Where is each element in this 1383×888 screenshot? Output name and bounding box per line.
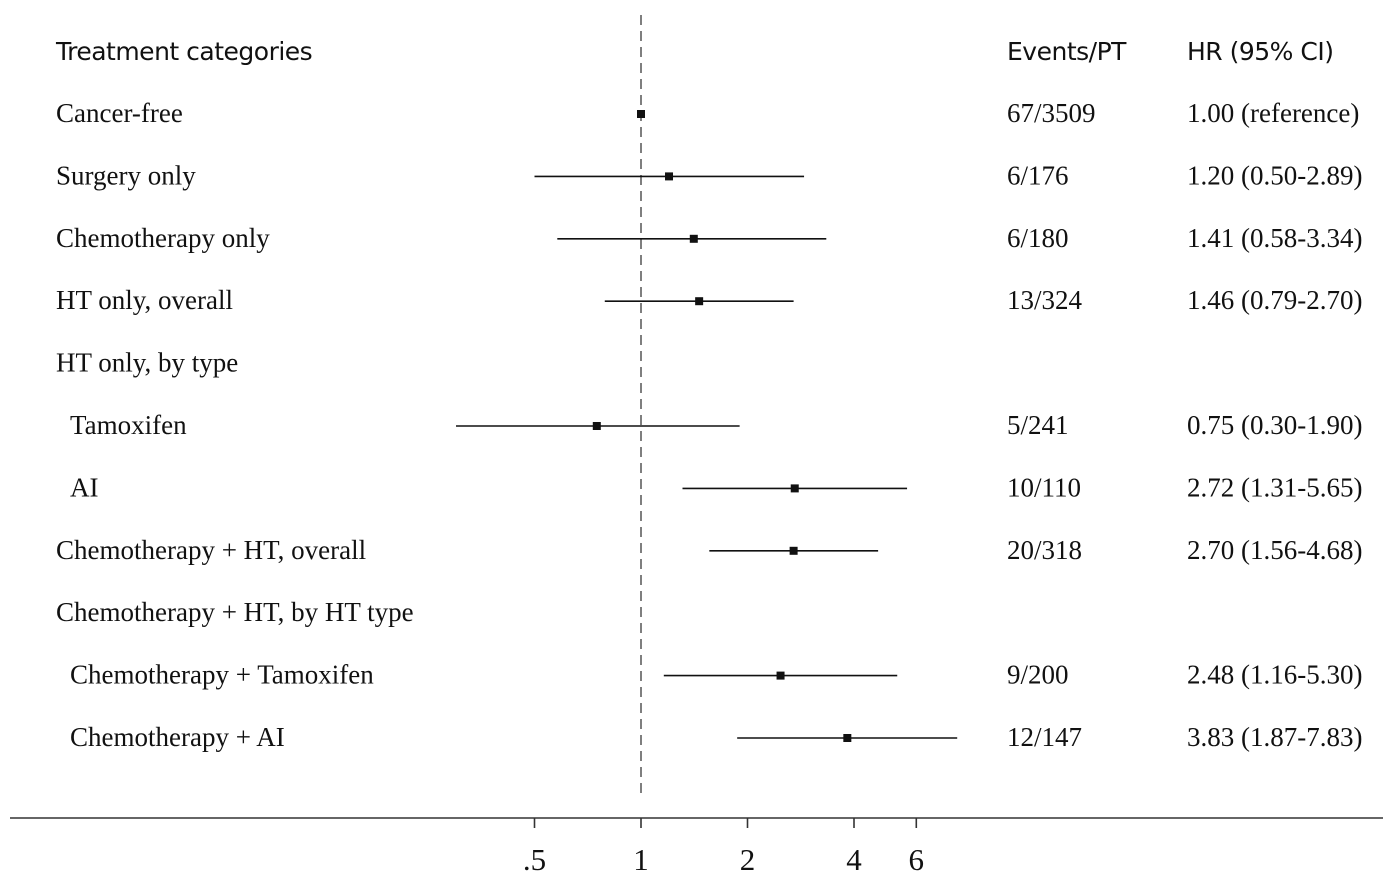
row-events: 67/3509 [1007,98,1096,128]
row-label: Chemotherapy + Tamoxifen [70,660,374,690]
forest-row: Surgery only 6/176 1.20 (0.50-2.89) [56,160,1362,190]
row-events: 9/200 [1007,660,1069,690]
forest-row: Chemotherapy + Tamoxifen 9/200 2.48 (1.16-… [70,660,1362,690]
row-events: 20/318 [1007,535,1082,565]
row-label: HT only, by type [56,348,238,378]
x-tick-label: 2 [740,842,756,877]
hr-point-marker [843,734,852,742]
x-tick-label: .5 [523,842,546,877]
row-hr-ci: 1.41 (0.58-3.34) [1187,223,1362,253]
row-events: 12/147 [1007,722,1082,752]
hr-point-marker [665,172,674,181]
row-label: HT only, overall [56,285,233,315]
forest-row: AI 10/110 2.72 (1.31-5.65) [70,472,1362,502]
hr-point-marker [776,671,785,680]
x-tick-label: 1 [633,842,649,877]
hr-point-marker [592,422,601,430]
row-events: 6/176 [1007,160,1069,190]
row-label: Chemotherapy + HT, by HT type [56,597,414,627]
row-label: Chemotherapy only [56,223,270,253]
row-label: AI [70,472,99,502]
row-label: Chemotherapy + HT, overall [56,535,366,565]
column-headers: Treatment categories Events/PT HR (95% C… [55,37,1334,66]
x-tick-label: 4 [846,842,862,877]
row-hr-ci: 0.75 (0.30-1.90) [1187,410,1362,440]
row-hr-ci: 1.46 (0.79-2.70) [1187,285,1362,315]
x-tick-label: 6 [909,842,925,877]
forest-row: HT only, overall 13/324 1.46 (0.79-2.70) [56,285,1362,315]
hr-point-marker [789,546,798,555]
hr-point-marker [689,234,698,243]
row-events: 13/324 [1007,285,1083,315]
row-events: 6/180 [1007,223,1069,253]
row-label: Surgery only [56,160,196,190]
row-label: Tamoxifen [70,410,187,440]
forest-row: Chemotherapy + HT, overall 20/318 2.70 (1.… [56,535,1362,565]
hr-point-marker [695,297,704,306]
header-treatment-categories: Treatment categories [55,37,312,66]
row-events: 10/110 [1007,472,1081,502]
forest-row: HT only, by type [56,348,238,378]
forest-row: Cancer-free 67/3509 1.00 (reference) [56,98,1359,128]
forest-row: Tamoxifen 5/241 0.75 (0.30-1.90) [70,410,1362,440]
row-hr-ci: 1.00 (reference) [1187,98,1359,128]
forest-rows: Cancer-free 67/3509 1.00 (reference) Surger… [56,98,1362,752]
hr-point-marker [790,484,799,493]
hr-point-marker [637,110,645,118]
row-label: Cancer-free [56,98,183,128]
row-hr-ci: 2.72 (1.31-5.65) [1187,472,1362,502]
forest-row: Chemotherapy + AI 12/147 3.83 (1.87-7.83) [70,722,1362,752]
forest-row: Chemotherapy + HT, by HT type [56,597,414,627]
forest-row: Chemotherapy only 6/180 1.41 (0.58-3.34) [56,223,1362,253]
header-events-pt: Events/PT [1007,37,1127,66]
header-hr-ci: HR (95% CI) [1187,37,1333,66]
row-label: Chemotherapy + AI [70,722,285,752]
row-hr-ci: 2.70 (1.56-4.68) [1187,535,1362,565]
x-axis-ticks: .5 1 2 4 6 [523,818,924,877]
row-events: 5/241 [1007,410,1069,440]
row-hr-ci: 1.20 (0.50-2.89) [1187,160,1362,190]
row-hr-ci: 3.83 (1.87-7.83) [1187,722,1362,752]
row-hr-ci: 2.48 (1.16-5.30) [1187,660,1362,690]
